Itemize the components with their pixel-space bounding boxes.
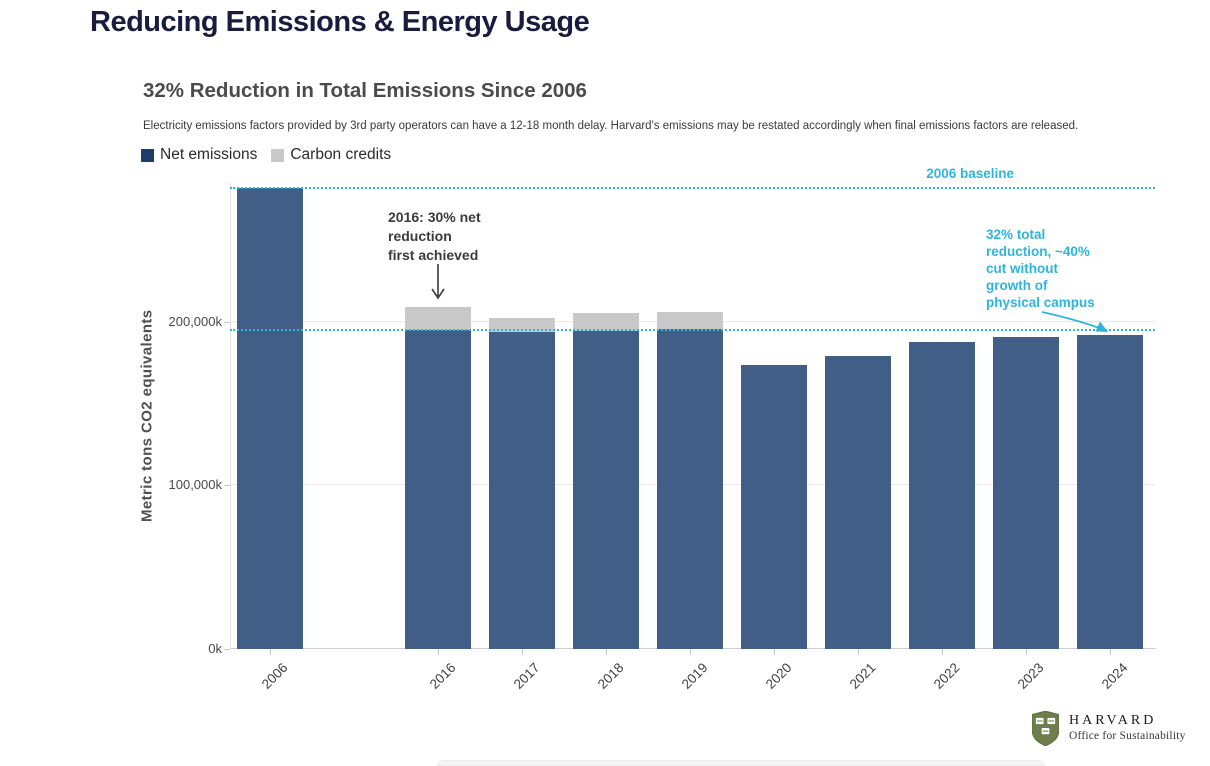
baseline-reference-label: 2006 baseline	[926, 166, 1014, 181]
x-label-2020: 2020	[762, 660, 795, 692]
y-axis-line	[230, 183, 231, 649]
brand-name: HARVARD	[1069, 713, 1157, 728]
page-title: Reducing Emissions & Energy Usage	[90, 6, 590, 38]
x-axis-tick	[942, 649, 943, 655]
bar-2018-net[interactable]	[573, 330, 639, 649]
y-axis-title: Metric tons CO2 equivalents	[138, 309, 156, 523]
carbon-credits-swatch-icon	[271, 148, 285, 162]
bar-2022-net[interactable]	[909, 341, 975, 649]
x-label-2017: 2017	[510, 660, 543, 692]
brand-subtitle: Office for Sustainability	[1069, 730, 1186, 742]
x-label-2016: 2016	[426, 660, 459, 692]
x-axis-tick	[690, 649, 691, 655]
y-tick-label: 100,000k	[168, 477, 223, 493]
x-axis-tick	[858, 649, 859, 655]
x-label-2006: 2006	[258, 660, 291, 692]
x-axis-tick	[606, 649, 607, 655]
bar-2021-net[interactable]	[825, 356, 891, 649]
bar-2020-net[interactable]	[741, 365, 807, 649]
bar-2018-credits[interactable]	[573, 312, 639, 331]
y-axis-tick	[224, 321, 230, 323]
x-label-2023: 2023	[1014, 660, 1047, 692]
y-tick-label: 0k	[208, 641, 222, 656]
bar-2024-net[interactable]	[1077, 335, 1143, 649]
x-axis-tick	[774, 649, 775, 655]
legend-item-carbon-credits[interactable]: Carbon credits	[271, 146, 391, 164]
annotation-2016-reduction: 2016: 30% net reduction first achieved	[388, 209, 481, 263]
bar-2019-net[interactable]	[657, 329, 723, 649]
annotation-arrow-curved-icon	[1041, 311, 1108, 332]
y-axis-tick	[224, 485, 230, 487]
annotation-arrow-down-icon	[431, 264, 445, 300]
chart-title: 32% Reduction in Total Emissions Since 2…	[143, 79, 587, 102]
x-label-2018: 2018	[594, 660, 627, 692]
x-axis-tick	[270, 649, 271, 655]
x-axis-tick	[522, 649, 523, 655]
harvard-sustainability-logo[interactable]: HARVARD Office for Sustainability	[1032, 711, 1186, 746]
y-axis-tick	[224, 649, 230, 650]
x-axis-tick	[1026, 649, 1027, 655]
next-section-top-edge	[437, 760, 1045, 766]
harvard-shield-icon	[1032, 711, 1059, 746]
legend-item-net-emissions[interactable]: Net emissions	[141, 146, 257, 164]
chart-legend: Net emissions Carbon credits	[141, 146, 391, 164]
reference-line-current	[230, 329, 1155, 332]
legend-label-carbon-credits: Carbon credits	[290, 146, 392, 163]
bar-2019-credits[interactable]	[657, 312, 723, 330]
net-emissions-swatch-icon	[141, 148, 154, 162]
x-label-2024: 2024	[1098, 660, 1131, 692]
x-label-2021: 2021	[846, 660, 879, 692]
bar-2017-credits[interactable]	[489, 317, 555, 332]
x-label-2019: 2019	[678, 660, 711, 692]
x-label-2022: 2022	[930, 660, 963, 692]
bar-2016-net[interactable]	[405, 330, 471, 649]
bar-2017-net[interactable]	[489, 331, 555, 649]
brand-text-block: HARVARD Office for Sustainability	[1069, 711, 1186, 742]
chart-disclaimer: Electricity emissions factors provided b…	[143, 120, 1079, 132]
bar-2016-credits[interactable]	[405, 307, 471, 331]
bar-2023-net[interactable]	[993, 336, 1059, 649]
bar-2006-net[interactable]	[237, 187, 303, 649]
x-axis-tick	[438, 649, 439, 655]
annotation-2024-reduction: 32% total reduction, ~40% cut without gr…	[986, 227, 1095, 310]
y-tick-label: 200,000k	[168, 313, 223, 329]
x-axis-tick	[1110, 649, 1111, 655]
reference-line-baseline	[230, 186, 1155, 189]
legend-label-net-emissions: Net emissions	[160, 146, 258, 163]
